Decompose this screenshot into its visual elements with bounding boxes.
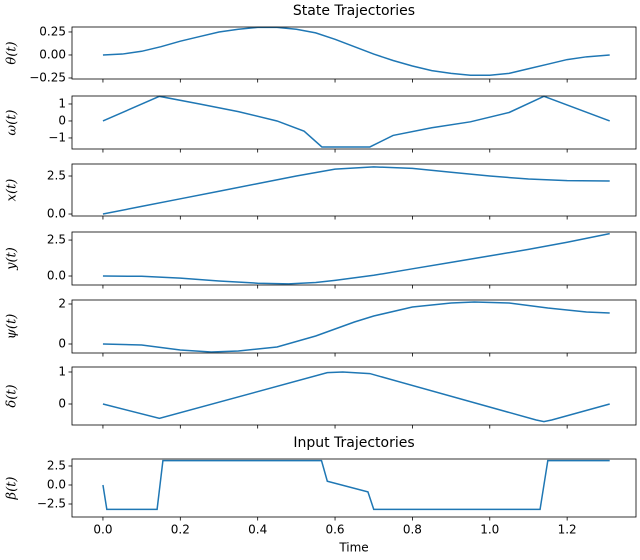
y-tick-label: 2.5 bbox=[47, 458, 66, 472]
x-tick-label: 0.8 bbox=[403, 523, 422, 537]
axes-frame bbox=[71, 26, 637, 80]
x-tick-label: 0.4 bbox=[248, 523, 267, 537]
line-series bbox=[102, 26, 610, 76]
line-series bbox=[102, 95, 610, 148]
axes-frame bbox=[71, 231, 637, 286]
y-tick-label: −0.25 bbox=[29, 70, 66, 84]
y-axis-label: ω(t) bbox=[5, 110, 20, 136]
line-series bbox=[102, 232, 610, 285]
y-tick-label: 2 bbox=[58, 297, 66, 311]
y-tick-label: −1 bbox=[48, 130, 66, 144]
y-axis-label: x(t) bbox=[5, 179, 20, 202]
x-tick-label: 0.2 bbox=[171, 523, 190, 537]
y-tick-label: 1 bbox=[58, 364, 66, 378]
y-axis-label: y(t) bbox=[5, 247, 20, 271]
y-tick-label: 0 bbox=[58, 113, 66, 127]
line-series bbox=[102, 166, 610, 215]
y-tick-label: 0.0 bbox=[47, 477, 66, 491]
y-tick-label: −2.5 bbox=[37, 497, 66, 511]
y-axis-label: δ(t) bbox=[5, 384, 20, 407]
axes-frame bbox=[71, 95, 637, 150]
y-tick-label: 0.0 bbox=[47, 269, 66, 283]
y-tick-label: 0.00 bbox=[39, 47, 66, 61]
axes-frame bbox=[71, 299, 637, 354]
y-tick-label: 0.0 bbox=[47, 207, 66, 221]
x-tick-label: 0.6 bbox=[325, 523, 344, 537]
chart-title: State Trajectories bbox=[293, 3, 415, 19]
axes-frame bbox=[71, 163, 637, 217]
y-tick-label: 0.25 bbox=[39, 24, 66, 38]
y-axis-label: θ(t) bbox=[5, 41, 20, 64]
y-tick-label: 2.5 bbox=[47, 233, 66, 247]
y-tick-label: 0 bbox=[58, 397, 66, 411]
y-axis-label: ψ(t) bbox=[5, 314, 20, 340]
y-tick-label: 2.5 bbox=[47, 169, 66, 183]
x-axis-label: Time bbox=[338, 541, 368, 555]
line-series bbox=[102, 371, 610, 423]
axes-frame bbox=[71, 366, 637, 426]
x-tick-label: 1.2 bbox=[558, 523, 577, 537]
line-series bbox=[102, 459, 610, 511]
y-tick-label: 1 bbox=[58, 96, 66, 110]
line-series bbox=[102, 301, 610, 353]
chart-title: Input Trajectories bbox=[293, 435, 414, 451]
x-tick-label: 0.0 bbox=[93, 523, 112, 537]
x-tick-label: 1.0 bbox=[480, 523, 499, 537]
y-axis-label: β(t) bbox=[5, 477, 20, 501]
y-tick-label: 0 bbox=[58, 337, 66, 351]
axes-frame bbox=[71, 458, 637, 518]
